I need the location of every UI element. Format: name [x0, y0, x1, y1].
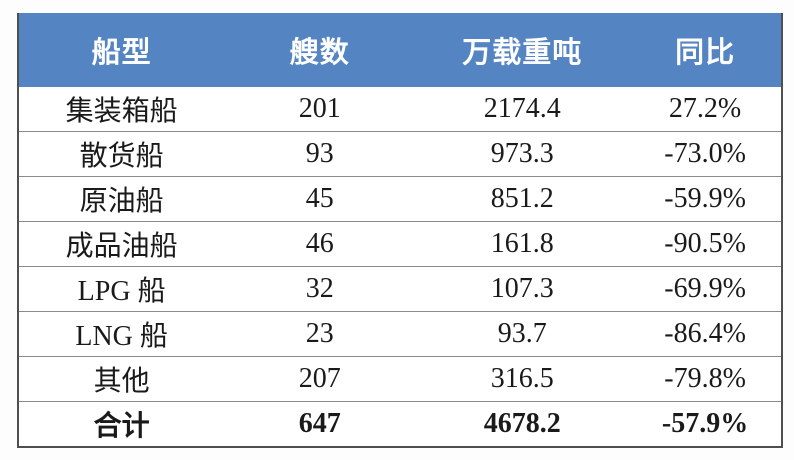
table-cell-dwt: 973.3 — [415, 131, 630, 177]
column-header-dwt: 万载重吨 — [415, 13, 630, 87]
table-cell-type: LPG 船 — [18, 266, 225, 312]
table-cell-dwt: 4678.2 — [415, 401, 630, 447]
column-header-ship-count: 艘数 — [224, 13, 416, 87]
table-cell-type: 成品油船 — [18, 221, 225, 267]
table-body: 集装箱船 201 2174.4 27.2% 散货船 93 973.3 -73.0% 原油船 45 8… — [18, 87, 782, 447]
table-cell-yoy: -86.4% — [629, 311, 782, 357]
table-row: 集装箱船 201 2174.4 27.2% — [18, 87, 782, 132]
table-row: LPG 船 32 107.3 -69.9% — [18, 266, 782, 312]
table-header: 船型 艘数 万载重吨 同比 — [18, 13, 782, 87]
table-cell-count: 23 — [224, 311, 416, 357]
table-cell-count: 647 — [224, 401, 416, 447]
table-cell-yoy: -73.0% — [629, 131, 782, 177]
table-cell-dwt: 107.3 — [415, 266, 630, 312]
column-header-yoy: 同比 — [629, 13, 782, 87]
table-cell-dwt: 161.8 — [415, 221, 630, 267]
table-cell-dwt: 851.2 — [415, 176, 630, 222]
table-cell-count: 201 — [224, 87, 416, 132]
table-cell-type: 散货船 — [18, 131, 225, 177]
table-cell-yoy: -69.9% — [629, 266, 782, 312]
table-row: LNG 船 23 93.7 -86.4% — [18, 311, 782, 357]
table-cell-dwt: 93.7 — [415, 311, 630, 357]
table-cell-yoy: 27.2% — [629, 87, 782, 132]
table-cell-type: 原油船 — [18, 176, 225, 222]
table-cell-count: 32 — [224, 266, 416, 312]
header-row: 船型 艘数 万载重吨 同比 — [18, 13, 782, 87]
table-row-total: 合计 647 4678.2 -57.9% — [18, 401, 782, 447]
table-cell-yoy: -57.9% — [629, 401, 782, 447]
table-cell-dwt: 316.5 — [415, 356, 630, 402]
table-cell-yoy: -79.8% — [629, 356, 782, 402]
table-cell-count: 46 — [224, 221, 416, 267]
table-cell-type: 合计 — [18, 401, 225, 447]
table-row: 其他 207 316.5 -79.8% — [18, 356, 782, 402]
table-row: 原油船 45 851.2 -59.9% — [18, 176, 782, 222]
table-row: 散货船 93 973.3 -73.0% — [18, 131, 782, 177]
table-cell-count: 207 — [224, 356, 416, 402]
table-cell-dwt: 2174.4 — [415, 87, 630, 132]
table-cell-type: LNG 船 — [18, 311, 225, 357]
table-cell-type: 其他 — [18, 356, 225, 402]
table-cell-count: 45 — [224, 176, 416, 222]
column-header-ship-type: 船型 — [18, 13, 225, 87]
table-cell-yoy: -59.9% — [629, 176, 782, 222]
table-cell-yoy: -90.5% — [629, 221, 782, 267]
ship-stats-table: 船型 艘数 万载重吨 同比 集装箱船 201 2174.4 27.2% 散货船 93 973… — [17, 13, 783, 448]
table-cell-count: 93 — [224, 131, 416, 177]
table-row: 成品油船 46 161.8 -90.5% — [18, 221, 782, 267]
table-cell-type: 集装箱船 — [18, 87, 225, 132]
